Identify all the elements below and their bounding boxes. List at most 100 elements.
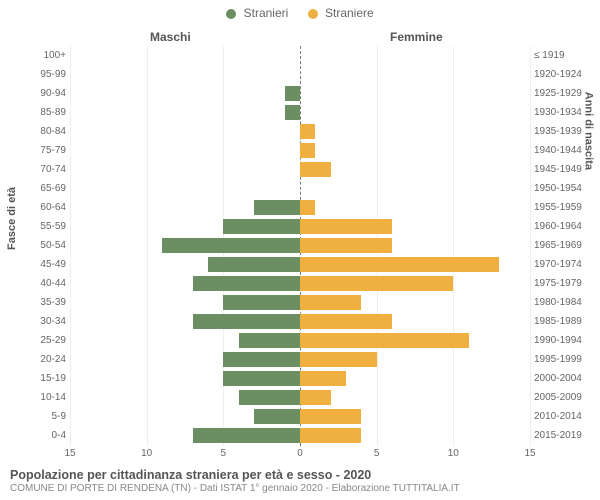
bar-female — [300, 124, 315, 139]
age-row: 100+≤ 1919 — [70, 46, 530, 65]
bar-male — [223, 219, 300, 234]
bar-female — [300, 409, 361, 424]
age-label: 45-49 — [20, 255, 66, 274]
y-axis-label-left: Fasce di età — [6, 187, 18, 250]
bar-female — [300, 143, 315, 158]
column-title-right: Femmine — [390, 30, 443, 44]
x-tick: 15 — [524, 448, 535, 459]
birth-label: 1975-1979 — [534, 274, 596, 293]
bar-female — [300, 428, 361, 443]
bar-female — [300, 352, 377, 367]
bar-female — [300, 390, 331, 405]
bar-female — [300, 257, 499, 272]
age-label: 15-19 — [20, 369, 66, 388]
footer-subtitle: COMUNE DI PORTE DI RENDENA (TN) - Dati I… — [10, 483, 460, 494]
age-row: 60-641955-1959 — [70, 198, 530, 217]
bar-female — [300, 276, 453, 291]
age-label: 5-9 — [20, 407, 66, 426]
age-row: 70-741945-1949 — [70, 160, 530, 179]
age-label: 35-39 — [20, 293, 66, 312]
age-row: 80-841935-1939 — [70, 122, 530, 141]
age-label: 55-59 — [20, 217, 66, 236]
plot-area: 100+≤ 191995-991920-192490-941925-192985… — [70, 46, 530, 446]
age-row: 55-591960-1964 — [70, 217, 530, 236]
birth-label: 1965-1969 — [534, 236, 596, 255]
bar-male — [162, 238, 300, 253]
bar-male — [193, 428, 300, 443]
bar-female — [300, 314, 392, 329]
legend-item-male: Stranieri — [226, 6, 288, 20]
birth-label: 1950-1954 — [534, 179, 596, 198]
x-tick: 5 — [374, 448, 380, 459]
bar-male — [254, 409, 300, 424]
age-row: 15-192000-2004 — [70, 369, 530, 388]
birth-label: 1995-1999 — [534, 350, 596, 369]
legend-label-female: Straniere — [325, 6, 374, 20]
bar-male — [254, 200, 300, 215]
bar-male — [223, 352, 300, 367]
bar-female — [300, 333, 469, 348]
age-row: 75-791940-1944 — [70, 141, 530, 160]
x-tick: 10 — [141, 448, 152, 459]
age-row: 50-541965-1969 — [70, 236, 530, 255]
legend-label-male: Stranieri — [244, 6, 289, 20]
birth-label: 1990-1994 — [534, 331, 596, 350]
legend-item-female: Straniere — [308, 6, 374, 20]
birth-label: 1925-1929 — [534, 84, 596, 103]
age-row: 40-441975-1979 — [70, 274, 530, 293]
age-label: 30-34 — [20, 312, 66, 331]
age-label: 100+ — [20, 46, 66, 65]
age-row: 85-891930-1934 — [70, 103, 530, 122]
birth-label: 1970-1974 — [534, 255, 596, 274]
age-row: 0-42015-2019 — [70, 426, 530, 445]
age-row: 5-92010-2014 — [70, 407, 530, 426]
age-row: 65-691950-1954 — [70, 179, 530, 198]
age-label: 95-99 — [20, 65, 66, 84]
birth-label: 1985-1989 — [534, 312, 596, 331]
age-row: 90-941925-1929 — [70, 84, 530, 103]
x-tick: 0 — [297, 448, 303, 459]
x-tick: 10 — [448, 448, 459, 459]
birth-label: 1920-1924 — [534, 65, 596, 84]
birth-label: 2005-2009 — [534, 388, 596, 407]
birth-label: 1945-1949 — [534, 160, 596, 179]
age-label: 20-24 — [20, 350, 66, 369]
bar-male — [223, 295, 300, 310]
gridline — [530, 46, 531, 446]
bar-male — [239, 390, 300, 405]
age-label: 0-4 — [20, 426, 66, 445]
age-label: 85-89 — [20, 103, 66, 122]
bar-male — [223, 371, 300, 386]
age-row: 35-391980-1984 — [70, 293, 530, 312]
birth-label: 1940-1944 — [534, 141, 596, 160]
age-label: 50-54 — [20, 236, 66, 255]
legend-swatch-female — [308, 9, 318, 19]
age-row: 95-991920-1924 — [70, 65, 530, 84]
age-label: 80-84 — [20, 122, 66, 141]
x-axis: 15105051015 — [70, 448, 530, 462]
age-label: 60-64 — [20, 198, 66, 217]
birth-label: 1960-1964 — [534, 217, 596, 236]
bar-female — [300, 371, 346, 386]
age-label: 70-74 — [20, 160, 66, 179]
bar-female — [300, 162, 331, 177]
age-row: 25-291990-1994 — [70, 331, 530, 350]
bar-female — [300, 200, 315, 215]
bar-male — [193, 276, 300, 291]
legend-swatch-male — [226, 9, 236, 19]
age-label: 90-94 — [20, 84, 66, 103]
age-label: 65-69 — [20, 179, 66, 198]
age-label: 40-44 — [20, 274, 66, 293]
bar-male — [239, 333, 300, 348]
bar-male — [285, 86, 300, 101]
age-label: 10-14 — [20, 388, 66, 407]
age-label: 75-79 — [20, 141, 66, 160]
age-row: 45-491970-1974 — [70, 255, 530, 274]
birth-label: 2015-2019 — [534, 426, 596, 445]
x-tick: 15 — [64, 448, 75, 459]
column-title-left: Maschi — [150, 30, 191, 44]
bar-female — [300, 238, 392, 253]
x-tick: 5 — [221, 448, 227, 459]
age-label: 25-29 — [20, 331, 66, 350]
birth-label: 2010-2014 — [534, 407, 596, 426]
